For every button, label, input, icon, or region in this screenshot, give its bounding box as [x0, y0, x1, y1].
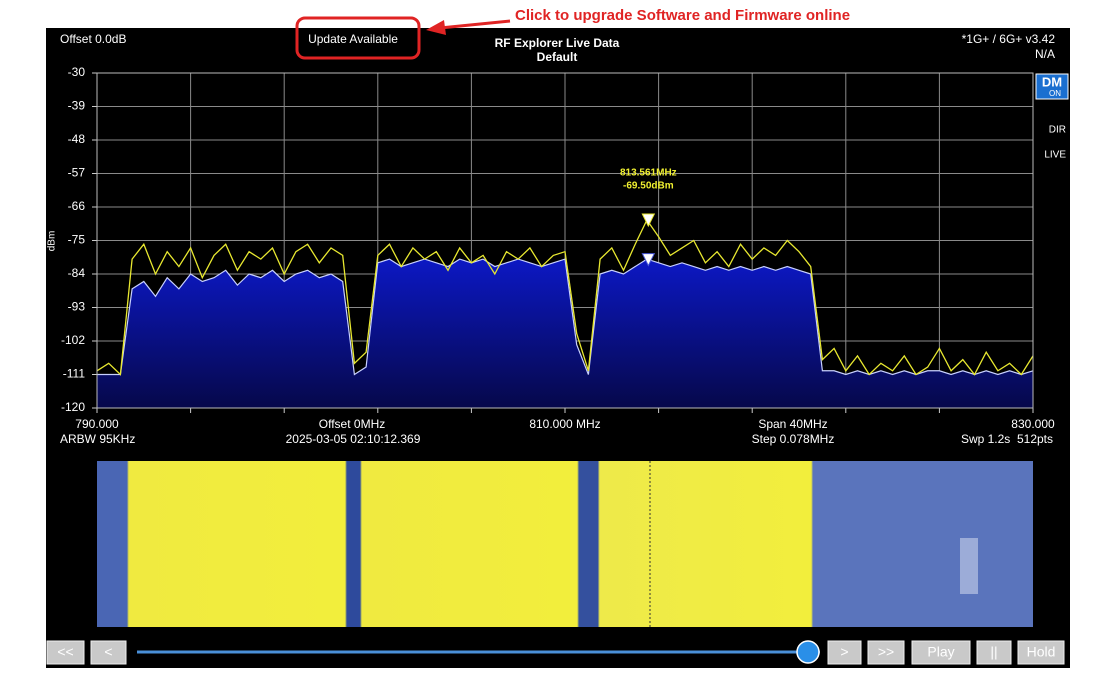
- button-label: >>: [878, 644, 894, 660]
- button-label: Hold: [1027, 644, 1056, 660]
- update-button[interactable]: Update Available: [308, 32, 398, 46]
- y-tick-label: -66: [68, 199, 86, 213]
- control-button[interactable]: >: [827, 640, 862, 665]
- waterfall: [97, 461, 1033, 627]
- slider-knob[interactable]: [796, 640, 820, 664]
- sweep-label: Swp 1.2s 512pts: [961, 432, 1053, 446]
- marker-frequency: 813.561MHz: [620, 168, 677, 179]
- x-tick-label: 790.000: [75, 417, 119, 431]
- offset-label: Offset 0.0dB: [60, 32, 127, 46]
- button-face[interactable]: [911, 640, 971, 665]
- control-button[interactable]: Hold: [1017, 640, 1065, 665]
- spectrum-plot: -30 -39 -48 -57 -66 -75 -84 -93 -102 -111 -120 790.…: [61, 65, 1055, 431]
- x-tick-label: 810.000 MHz: [529, 417, 600, 431]
- timestamp: 2025-03-05 02:10:12.369: [286, 432, 421, 446]
- control-button[interactable]: <: [90, 640, 127, 665]
- y-tick-label: -93: [68, 300, 86, 314]
- button-face[interactable]: [827, 640, 862, 665]
- annotation-arrowhead: [426, 20, 446, 35]
- y-tick-label: -39: [68, 99, 86, 113]
- control-button[interactable]: ||: [976, 640, 1012, 665]
- button-label: ||: [990, 644, 997, 660]
- button-face[interactable]: [867, 640, 905, 665]
- y-tick-label: -30: [68, 65, 86, 79]
- dir-label[interactable]: DIR: [1049, 125, 1066, 136]
- plot-border: [96, 72, 1034, 409]
- center-offset: Offset 0MHz: [319, 417, 385, 431]
- button-label: Play: [927, 644, 954, 660]
- chart-title: RF Explorer Live Data: [495, 36, 620, 50]
- y-axis-label: dBm: [47, 231, 58, 252]
- average-trace-area: [97, 259, 1033, 408]
- button-face[interactable]: [1017, 640, 1065, 665]
- button-face[interactable]: [90, 640, 127, 665]
- status-label: N/A: [1035, 47, 1055, 61]
- y-tick-label: -57: [68, 166, 86, 180]
- dm-icon[interactable]: [1035, 73, 1069, 100]
- button-bar: << < > >> Play || Hold: [46, 640, 1065, 665]
- waterfall-patch: [960, 538, 978, 594]
- max-trace-line: [96, 218, 1034, 376]
- rbw-label: ARBW 95KHz: [60, 432, 135, 446]
- button-label: <<: [57, 644, 73, 660]
- dm-icon-subtext: ON: [1049, 89, 1061, 98]
- annotation-highlight: [295, 16, 421, 60]
- marker-level: -69.50dBm: [623, 181, 674, 192]
- live-label[interactable]: LIVE: [1044, 150, 1066, 161]
- y-tick-label: -84: [68, 266, 86, 280]
- y-tick-label: -120: [61, 400, 85, 414]
- y-tick-label: -75: [68, 233, 86, 247]
- annotation: Click to upgrade Software and Firmware o…: [515, 7, 850, 24]
- button-face[interactable]: [976, 640, 1012, 665]
- waterfall-image: [97, 461, 1033, 627]
- button-label: >: [840, 644, 848, 660]
- average-marker: [641, 253, 656, 267]
- average-trace-line: [97, 258, 1034, 376]
- chart-subtitle: Default: [537, 50, 578, 64]
- control-button[interactable]: Play: [911, 640, 971, 665]
- y-tick-label: -48: [68, 132, 86, 146]
- x-tick-label: 830.000: [1011, 417, 1055, 431]
- step-label: Step 0.078MHz: [752, 432, 835, 446]
- span-label: Span 40MHz: [758, 417, 827, 431]
- annotation-arrow: [439, 19, 511, 30]
- control-button[interactable]: >>: [867, 640, 905, 665]
- button-label: <: [104, 644, 112, 660]
- y-tick-label: -102: [61, 333, 85, 347]
- control-button[interactable]: <<: [46, 640, 85, 665]
- y-tick-label: -111: [63, 367, 86, 381]
- button-face[interactable]: [46, 640, 85, 665]
- dm-icon-text: DM: [1042, 74, 1062, 89]
- peak-marker: [641, 213, 656, 228]
- version-label: *1G+ / 6G+ v3.42: [962, 32, 1056, 46]
